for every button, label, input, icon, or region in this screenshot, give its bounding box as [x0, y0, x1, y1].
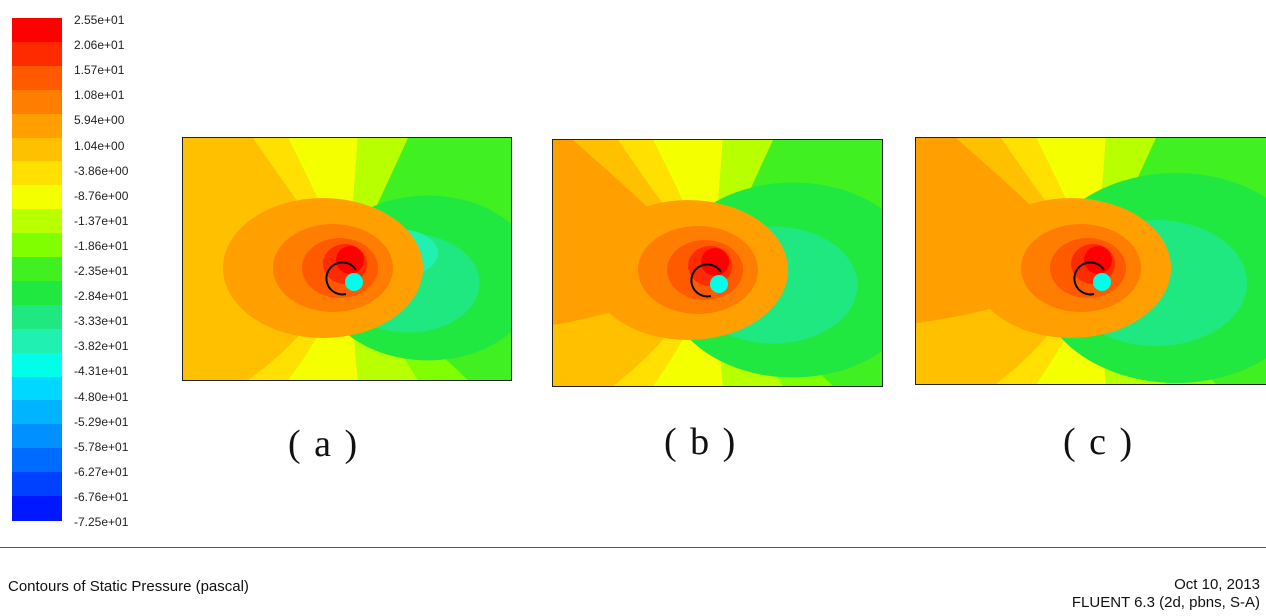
colorbar-tick-label: -3.82e+01: [74, 339, 129, 354]
colorbar-tick-label: -2.84e+01: [74, 289, 129, 304]
contour-panel-c: [915, 137, 1266, 385]
colorbar-swatch: [12, 257, 62, 282]
colorbar-tick-label: -3.33e+01: [74, 314, 129, 329]
colorbar-tick-label: -5.29e+01: [74, 414, 129, 429]
colorbar-tick-label: -2.35e+01: [74, 264, 129, 278]
footer-divider: [0, 547, 1266, 548]
colorbar: [12, 18, 62, 521]
colorbar-swatch: [12, 137, 62, 163]
colorbar-tick-label: 1.04e+00: [74, 138, 125, 153]
colorbar-tick-label: 1.08e+01: [74, 88, 125, 103]
colorbar-tick-label: 1.57e+01: [74, 63, 125, 78]
colorbar-swatch: [12, 113, 62, 139]
colorbar-swatch: [12, 496, 62, 521]
colorbar-swatch: [12, 424, 62, 449]
contour-field: [183, 138, 511, 380]
colorbar-swatch: [12, 185, 62, 210]
colorbar-swatch: [12, 328, 62, 354]
colorbar-tick-label: -6.27e+01: [74, 464, 129, 479]
contour-panel-a: [182, 137, 512, 381]
contour-panel-b: [552, 139, 883, 387]
colorbar-swatch: [12, 89, 62, 115]
colorbar-swatch: [12, 280, 62, 306]
plot-caption: Contours of Static Pressure (pascal): [8, 578, 249, 595]
colorbar-tick-label: -1.86e+01: [74, 238, 129, 253]
contour-field: [553, 140, 882, 386]
colorbar-tick-label: 2.55e+01: [74, 13, 125, 27]
solver-info: FLUENT 6.3 (2d, pbns, S-A): [1071, 594, 1260, 611]
colorbar-swatch: [12, 41, 62, 67]
colorbar-tick-label: 5.94e+00: [74, 113, 125, 128]
colorbar-swatch: [12, 472, 62, 497]
colorbar-tick-label: -4.80e+01: [74, 389, 129, 404]
colorbar-swatch: [12, 161, 62, 186]
colorbar-swatch: [12, 209, 62, 234]
plot-date: Oct 10, 2013: [1174, 576, 1260, 593]
colorbar-tick-label: -4.31e+01: [74, 364, 129, 379]
colorbar-swatch: [12, 376, 62, 402]
colorbar-tick-label: -3.86e+00: [74, 163, 129, 178]
panel-label-c: ( c ): [1063, 421, 1135, 463]
colorbar-tick-label: 2.06e+01: [74, 38, 125, 53]
colorbar-swatch: [12, 448, 62, 473]
colorbar-swatch: [12, 400, 62, 425]
colorbar-tick-label: -6.76e+01: [74, 489, 129, 504]
colorbar-swatch: [12, 65, 62, 91]
colorbar-tick-label: -1.37e+01: [74, 213, 129, 228]
colorbar-swatch: [12, 233, 62, 258]
panel-label-a: ( a ): [288, 423, 360, 465]
colorbar-swatch: [12, 304, 62, 330]
panel-label-b: ( b ): [664, 421, 738, 463]
colorbar-tick-label: -5.78e+01: [74, 439, 129, 454]
contour-field: [916, 138, 1266, 384]
colorbar-tick-label: -8.76e+00: [74, 188, 129, 203]
colorbar-tick-label: -7.25e+01: [74, 515, 129, 529]
colorbar-swatch: [12, 352, 62, 378]
colorbar-swatch: [12, 18, 62, 43]
